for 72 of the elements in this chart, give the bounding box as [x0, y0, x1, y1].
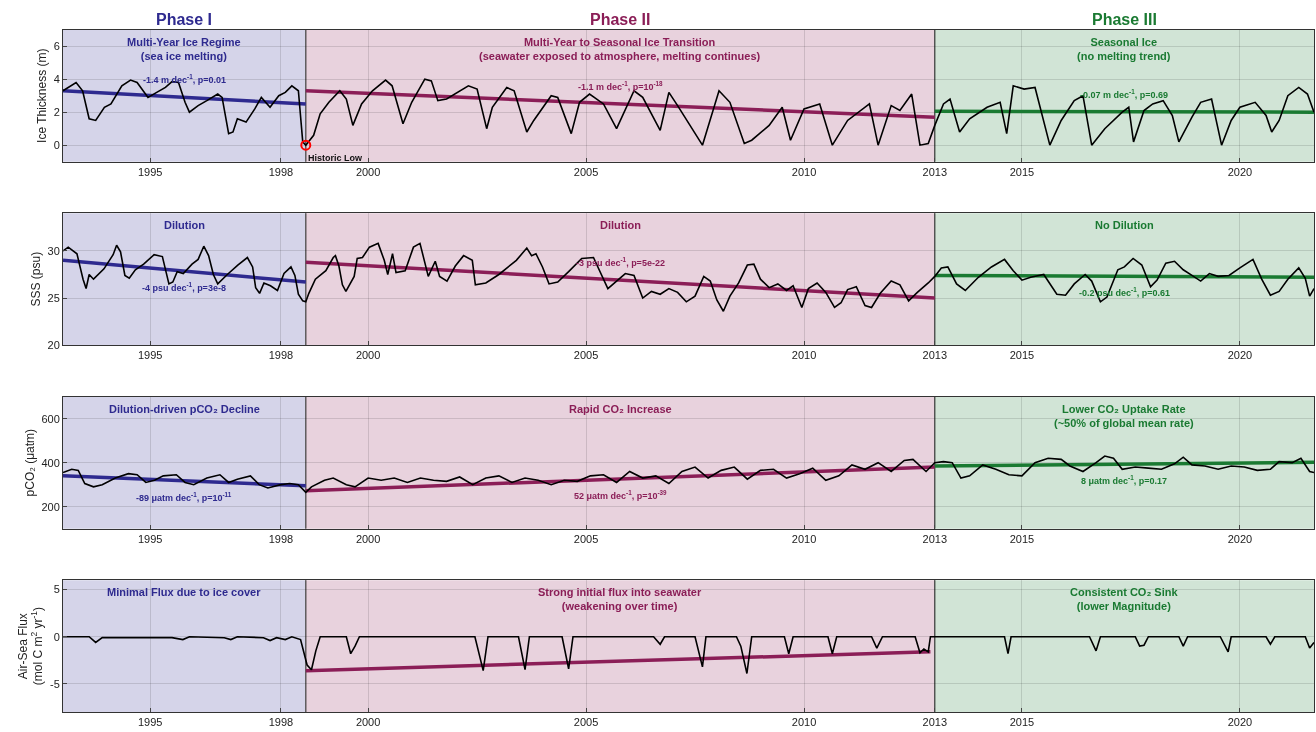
x-tick-label: 2010 [791, 532, 817, 545]
y-tick-label: 30 [47, 244, 60, 257]
y-tick-label: 0 [53, 630, 60, 643]
annotation: Dilution [164, 219, 206, 231]
x-tick-label: 2000 [355, 716, 381, 729]
y-tick-label: 600 [41, 412, 60, 425]
x-tick-label: 2013 [922, 349, 948, 362]
annotation: Dilution [600, 219, 642, 231]
annotation: 8 μatm dec$^{-1}$, p=0.17 [1081, 474, 1167, 486]
band-label: Phase III [1092, 11, 1157, 28]
annotation: No Dilution [1095, 219, 1154, 231]
x-tick-label: 2005 [573, 716, 599, 729]
annotation: Strong initial flux into seawater (weakening over time) [538, 586, 702, 613]
x-tick-label: 2015 [1009, 716, 1035, 729]
x-tick-label: 2020 [1227, 349, 1253, 362]
x-tick-label: 1995 [137, 716, 163, 729]
annotation: -4 psu dec$^{-1}$, p=3e-8 [142, 281, 226, 293]
annotation: Multi-Year Ice Regime (sea ice melting) [127, 36, 241, 63]
annotation: -89 μatm dec$^{-1}$, p=10$^{-11}$ [136, 491, 232, 503]
x-tick-label: 1998 [268, 349, 294, 362]
x-tick-label: 2020 [1227, 716, 1253, 729]
y-tick-label: 4 [53, 73, 60, 86]
y-axis-title: pCO₂ (μatm) [22, 428, 37, 497]
y-tick-label: 20 [47, 339, 60, 351]
annotation: -0.07 m dec$^{-1}$, p=0.69 [1080, 88, 1168, 100]
x-tick-label: 2000 [355, 165, 381, 178]
x-tick-label: 2005 [573, 532, 599, 545]
x-tick-label: 2010 [791, 716, 817, 729]
annotation: -1.1 m dec$^{-1}$, p=10$^{-18}$ [578, 80, 664, 92]
x-tick-label: 2000 [355, 532, 381, 545]
x-tick-label: 1995 [137, 165, 163, 178]
x-tick-label: 2020 [1227, 532, 1253, 545]
x-tick-label: 2015 [1009, 349, 1035, 362]
annotation: Consistent CO₂ Sink (lower Magnitude) [1070, 586, 1179, 613]
y-tick-label: 0 [53, 139, 60, 152]
x-tick-label: 1995 [137, 349, 163, 362]
annotation: Lower CO₂ Uptake Rate (~50% of global mean rate) [1054, 403, 1195, 430]
annotation: Multi-Year to Seasonal Ice Transition (seawater exposed to atmosphere, melting continues) [479, 36, 761, 63]
x-tick-label: 2013 [922, 532, 948, 545]
line-series [63, 455, 1314, 494]
x-tick-label: 2015 [1009, 532, 1035, 545]
x-tick-label: 2013 [922, 716, 948, 729]
y-tick-label: 400 [41, 456, 60, 469]
annotation: Minimal Flux due to ice cover [107, 586, 262, 598]
x-tick-label: 2010 [791, 349, 817, 362]
y-tick-label: 6 [53, 40, 60, 53]
annotation: Historic Low [308, 153, 363, 163]
annotation: Rapid CO₂ Increase [569, 403, 672, 415]
y-tick-label: 200 [41, 500, 60, 513]
annotation: 52 μatm dec$^{-1}$, p=10$^{-39}$ [574, 489, 668, 501]
x-tick-label: 1998 [268, 532, 294, 545]
x-tick-label: 2013 [922, 165, 948, 178]
x-tick-label: 2020 [1227, 165, 1253, 178]
annotation: Seasonal Ice (no melting trend) [1077, 36, 1171, 63]
y-tick-label: -5 [50, 677, 60, 690]
x-tick-label: 1998 [268, 165, 294, 178]
y-tick-label: 25 [47, 291, 60, 304]
y-axis-title: SSS (psu) [28, 251, 43, 307]
x-tick-label: 2005 [573, 349, 599, 362]
y-axis-title: Ice Thickness (m) [34, 48, 49, 143]
x-tick-label: 2015 [1009, 165, 1035, 178]
annotation: Dilution-driven pCO₂ Decline [109, 403, 260, 415]
annotation: -1.4 m dec$^{-1}$, p=0.01 [143, 73, 226, 85]
x-tick-label: 2005 [573, 165, 599, 178]
x-tick-label: 1998 [268, 716, 294, 729]
x-tick-label: 2000 [355, 349, 381, 362]
band-label: Phase II [590, 11, 651, 28]
x-tick-label: 2010 [791, 165, 817, 178]
band-label: Phase I [156, 11, 213, 28]
y-tick-label: 2 [53, 106, 60, 119]
y-tick-label: 5 [53, 583, 60, 596]
x-tick-label: 1995 [137, 532, 163, 545]
